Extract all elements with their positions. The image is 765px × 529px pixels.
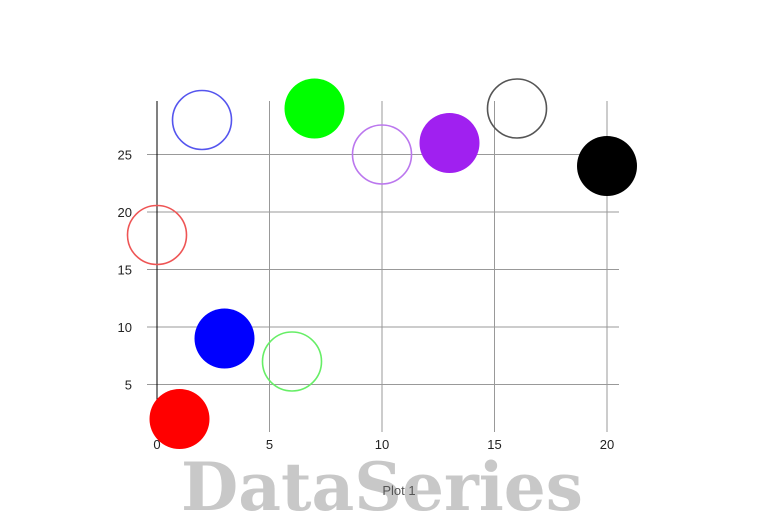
data-point — [284, 78, 345, 139]
tick-labels: 0 5 10 15 20 5 10 15 20 25 — [118, 148, 615, 453]
data-point — [261, 331, 323, 392]
y-tick-label: 20 — [118, 205, 132, 220]
x-tick-label: 5 — [266, 437, 273, 452]
grid-lines — [147, 101, 619, 432]
data-point — [419, 113, 480, 173]
y-tick-label: 25 — [118, 148, 132, 163]
x-tick-label: 20 — [600, 437, 614, 452]
y-tick-label: 15 — [118, 263, 132, 278]
x-tick-label: 15 — [487, 437, 501, 452]
data-points — [126, 78, 637, 449]
y-tick-label: 5 — [125, 378, 132, 393]
data-point — [351, 124, 413, 185]
data-point — [171, 89, 233, 151]
chart-caption: Plot 1 — [382, 483, 415, 498]
data-point — [486, 78, 548, 139]
x-tick-label: 0 — [153, 437, 160, 452]
data-point — [126, 204, 188, 266]
data-point — [194, 308, 255, 369]
data-point — [577, 136, 637, 196]
y-tick-label: 10 — [118, 320, 132, 335]
x-tick-label: 10 — [375, 437, 389, 452]
watermark: DataSeries — [181, 448, 583, 526]
data-point — [149, 389, 210, 449]
